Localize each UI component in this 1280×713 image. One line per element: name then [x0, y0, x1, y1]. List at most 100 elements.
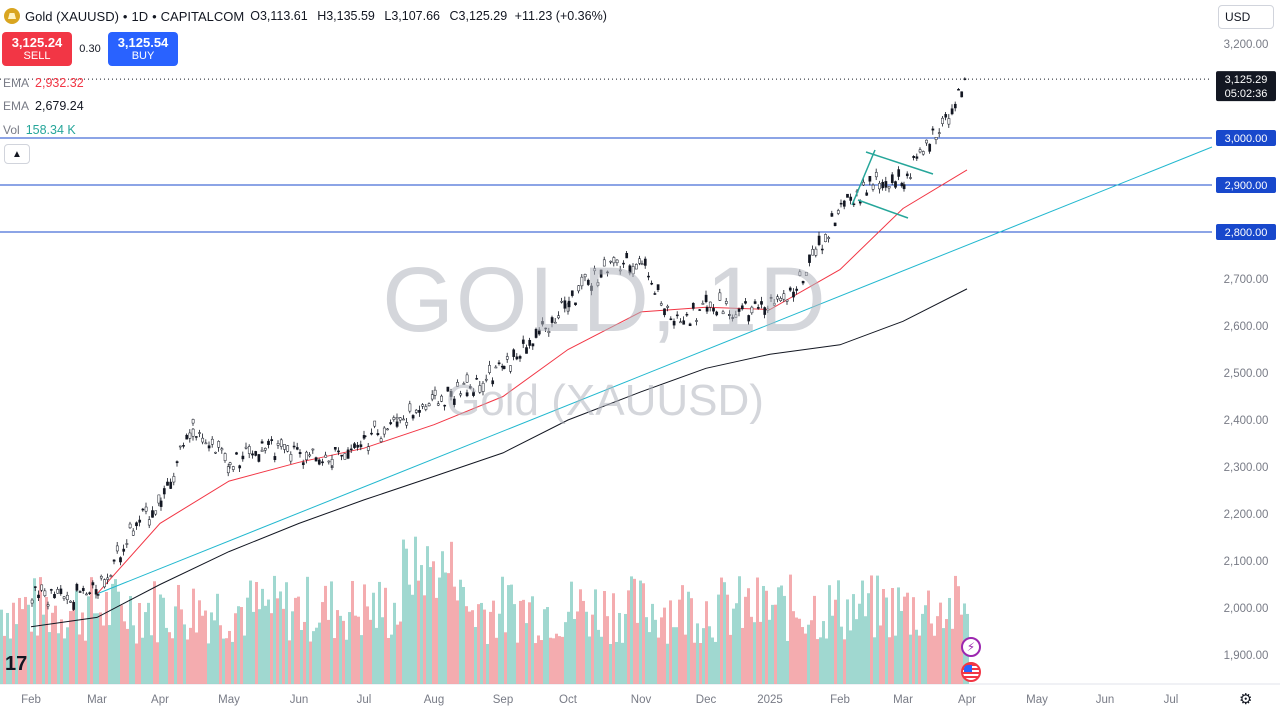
- candle-body: [560, 300, 564, 303]
- volume-bar: [861, 580, 864, 684]
- volume-bar: [633, 578, 636, 684]
- candle-body: [698, 309, 702, 311]
- candle-body: [78, 591, 82, 593]
- volume-bar: [150, 635, 153, 684]
- candle-body: [801, 280, 805, 284]
- volume-bar: [351, 580, 354, 684]
- volume-bar: [567, 611, 570, 684]
- candle-body: [440, 395, 443, 402]
- volume-bar: [627, 590, 630, 684]
- volume-bar: [93, 613, 96, 684]
- candle-body: [327, 460, 331, 463]
- volume-bar: [444, 572, 447, 684]
- last-price-tag: [1216, 71, 1276, 102]
- candle-body: [653, 293, 657, 295]
- volume-bar: [177, 584, 180, 684]
- volume-bar: [882, 588, 885, 684]
- volume-bar: [324, 585, 327, 684]
- candle-body: [138, 519, 142, 523]
- candle-body: [934, 137, 938, 140]
- volume-bar: [585, 611, 588, 684]
- buy-button[interactable]: 3,125.54 BUY: [108, 32, 178, 66]
- candle-body: [279, 439, 283, 447]
- candle-body: [340, 454, 344, 457]
- candle-body: [333, 446, 337, 450]
- indicator-ema-slow[interactable]: EMA 2,679.24: [3, 99, 84, 113]
- candle-body: [763, 307, 767, 315]
- candle-body: [902, 184, 906, 190]
- x-axis-tick: Mar: [87, 694, 107, 706]
- volume-bar: [465, 606, 468, 684]
- currency-select[interactable]: USD: [1218, 5, 1274, 29]
- volume-bar: [126, 628, 129, 684]
- candle-body: [157, 494, 161, 504]
- sell-button[interactable]: 3,125.24 SELL: [2, 32, 72, 66]
- symbol-name[interactable]: Gold (XAUUSD): [25, 8, 119, 24]
- chevron-up-icon[interactable]: ▲: [4, 144, 30, 164]
- volume-bar: [504, 632, 507, 684]
- volume-bar: [873, 637, 876, 684]
- indicator-ema-fast[interactable]: EMA 2,932.32: [3, 76, 84, 90]
- open-value: 3,113.61: [259, 9, 308, 23]
- volume-bar: [576, 611, 579, 684]
- volume-bar: [144, 612, 147, 684]
- candle-body: [868, 176, 872, 182]
- volume-bar: [213, 620, 216, 684]
- candle-body: [544, 327, 548, 330]
- volume-bar: [21, 609, 24, 684]
- symbol-header[interactable]: Gold (XAUUSD) • 1D • CAPITALCOM O3,113.6…: [4, 6, 607, 26]
- candle-body: [534, 328, 538, 338]
- volume-bar: [795, 617, 798, 684]
- candle-body: [884, 181, 888, 188]
- volume-bar: [774, 604, 777, 684]
- flag-pattern-pole: [851, 149, 876, 206]
- candle-body: [570, 290, 574, 296]
- volume-bar: [354, 615, 357, 684]
- candle-body: [436, 403, 440, 406]
- volume-bar: [657, 637, 660, 684]
- candle-body: [737, 308, 741, 312]
- volume-bar: [825, 638, 828, 684]
- volume-bar: [0, 609, 3, 684]
- volume-bar: [579, 589, 582, 684]
- candle-body: [731, 317, 735, 319]
- candle-body: [475, 378, 479, 380]
- interval[interactable]: 1D: [131, 8, 149, 24]
- volume-bar: [693, 642, 696, 684]
- indicator-volume[interactable]: Vol 158.34 K: [3, 123, 76, 137]
- volume-bar: [834, 599, 837, 684]
- candle-body: [356, 444, 360, 448]
- volume-bar: [495, 637, 498, 684]
- x-axis-tick: Jul: [1164, 694, 1179, 706]
- candle-body: [226, 466, 230, 474]
- volume-bar: [402, 539, 405, 684]
- candle-body: [112, 559, 116, 562]
- candle-body: [871, 184, 875, 190]
- volume-bar: [603, 591, 606, 684]
- candle-body: [659, 303, 663, 306]
- candle-body: [53, 594, 56, 599]
- candle-body: [178, 445, 182, 448]
- volume-bar: [474, 627, 477, 684]
- tradingview-logo[interactable]: 17: [5, 653, 28, 675]
- candle-body: [169, 481, 173, 489]
- volume-bar: [249, 580, 252, 684]
- candle-body: [682, 320, 686, 325]
- gear-icon[interactable]: ⚙: [1239, 691, 1253, 708]
- candle-body: [599, 269, 603, 278]
- buy-price: 3,125.54: [117, 35, 169, 50]
- lightning-icon[interactable]: ⚡: [961, 637, 981, 657]
- volume-bar: [609, 643, 612, 684]
- indicator-name: EMA: [3, 76, 30, 90]
- y-axis-tick: 2,400.00: [1224, 415, 1269, 427]
- y-axis-tick: 2,300.00: [1224, 462, 1269, 474]
- volume-bar: [57, 633, 60, 684]
- candle-body: [788, 287, 792, 291]
- candle-body: [273, 456, 277, 460]
- us-flag-icon[interactable]: [961, 662, 981, 682]
- volume-bar: [18, 597, 21, 684]
- volume-bar: [804, 633, 807, 684]
- candle-body: [718, 292, 722, 301]
- candle-body: [220, 448, 224, 451]
